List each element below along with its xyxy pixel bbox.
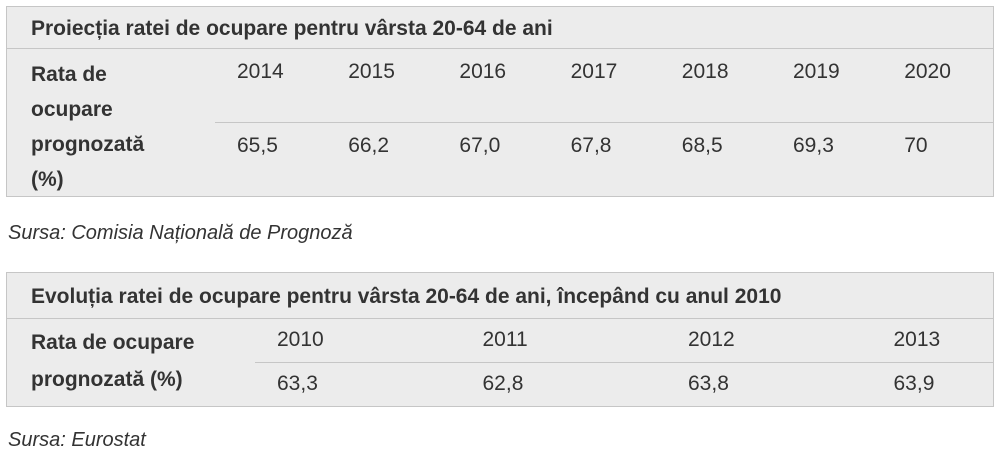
table: Proiecția ratei de ocupare pentru vârsta…	[6, 6, 994, 197]
value-cell: 67,0	[459, 134, 501, 157]
year-cell: 2014	[237, 60, 284, 83]
year-cell: 2012	[688, 328, 735, 351]
value-cell: 63,9	[893, 372, 935, 395]
year-cell: 2020	[904, 60, 951, 83]
value-cell: 66,2	[348, 134, 390, 157]
row-label: Rata de ocupare prognozată (%)	[31, 331, 195, 391]
year-cell: 2013	[893, 328, 941, 351]
source: Sursa: Eurostat	[8, 429, 146, 451]
divider	[7, 48, 993, 49]
value-cell: 69,3	[793, 134, 834, 157]
divider	[215, 122, 993, 123]
value-cell: 65,5	[237, 134, 278, 157]
year-cell: 2017	[570, 60, 618, 83]
value-cell: 67,8	[570, 134, 612, 157]
value-cell: 70	[904, 134, 928, 157]
table-title: Proiecția ratei de ocupare pentru vârsta…	[31, 17, 553, 40]
value-cell: 63,8	[688, 372, 729, 395]
table: Evoluția ratei de ocupare pentru vârsta …	[6, 272, 994, 407]
value-cell: 63,3	[277, 372, 318, 395]
divider	[7, 318, 993, 319]
year-cell: 2011	[482, 328, 528, 351]
year-cell: 2010	[277, 328, 324, 351]
year-cell: 2018	[681, 60, 729, 83]
year-cell: 2019	[793, 60, 840, 83]
value-cell: 68,5	[681, 134, 723, 157]
table-title: Evoluția ratei de ocupare pentru vârsta …	[31, 285, 782, 308]
value-cell: 62,8	[482, 372, 524, 395]
year-cell: 2016	[459, 60, 507, 83]
source: Sursa: Comisia Națională de Prognoză	[8, 222, 353, 244]
divider	[255, 362, 993, 363]
year-cell: 2015	[348, 60, 395, 83]
row-label: Rata de ocupare prognozată (%)	[31, 63, 145, 191]
